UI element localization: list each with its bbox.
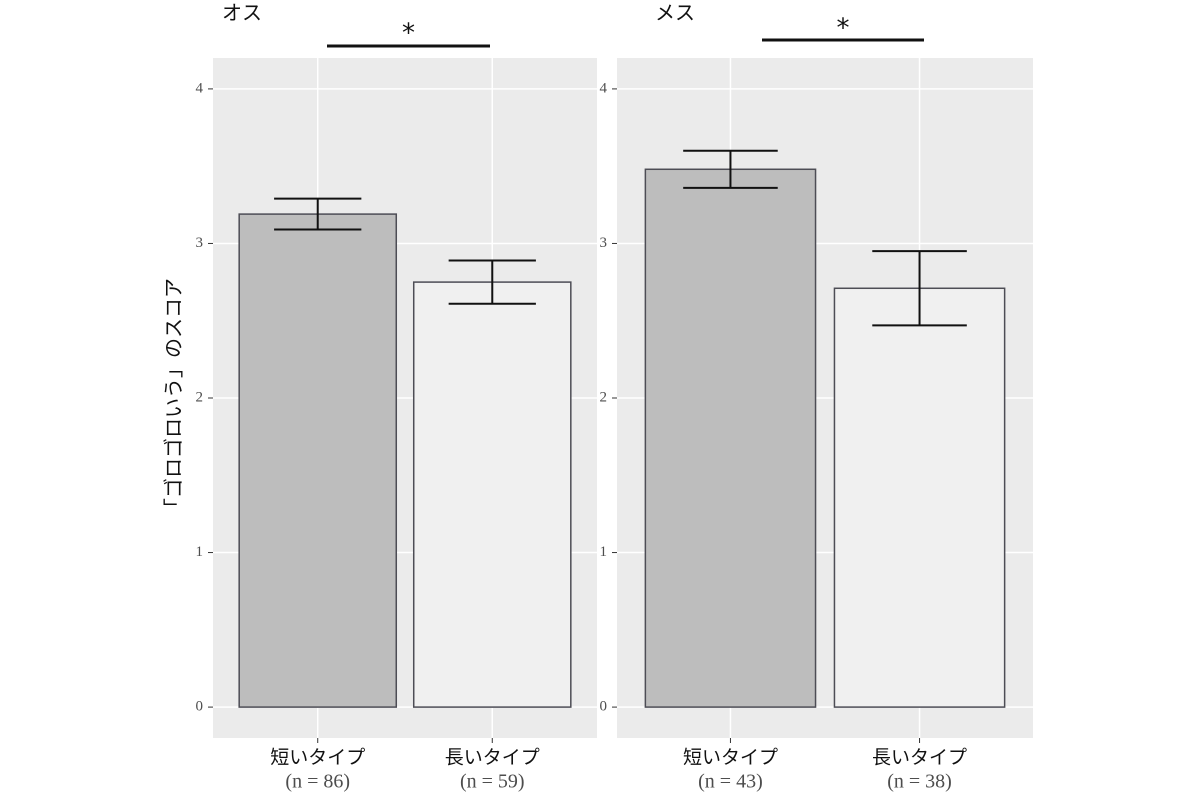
x-tick-label: 長いタイプ bbox=[872, 747, 967, 769]
panel-title: オス bbox=[222, 1, 262, 25]
bar bbox=[833, 287, 1006, 708]
y-axis-label: 「ゴロゴロいう」のスコア bbox=[162, 278, 186, 518]
panel-title: メス bbox=[655, 1, 695, 25]
y-tick-label: 1 bbox=[600, 544, 608, 560]
y-tick-label: 4 bbox=[600, 80, 608, 96]
x-tick-label: 短いタイプ bbox=[683, 747, 778, 769]
bar bbox=[238, 213, 398, 708]
y-tick-label: 2 bbox=[196, 389, 204, 405]
sample-size-label: (n = 86) bbox=[285, 771, 350, 793]
bar bbox=[412, 281, 572, 708]
sample-size-label: (n = 59) bbox=[460, 771, 525, 793]
sample-size-label: (n = 43) bbox=[698, 771, 763, 793]
y-tick-label: 4 bbox=[196, 80, 204, 96]
bar bbox=[644, 168, 817, 708]
y-tick-label: 1 bbox=[196, 544, 204, 560]
y-tick-label: 2 bbox=[600, 389, 608, 405]
y-tick-label: 0 bbox=[600, 699, 608, 715]
significance-label: * bbox=[402, 19, 415, 49]
sample-size-label: (n = 38) bbox=[887, 771, 952, 793]
y-tick-label: 3 bbox=[600, 235, 608, 251]
y-tick-label: 3 bbox=[196, 235, 204, 251]
x-tick-label: 短いタイプ bbox=[270, 747, 365, 769]
significance-label: * bbox=[837, 14, 850, 44]
x-tick-label: 長いタイプ bbox=[445, 747, 540, 769]
y-tick-label: 0 bbox=[196, 699, 204, 715]
